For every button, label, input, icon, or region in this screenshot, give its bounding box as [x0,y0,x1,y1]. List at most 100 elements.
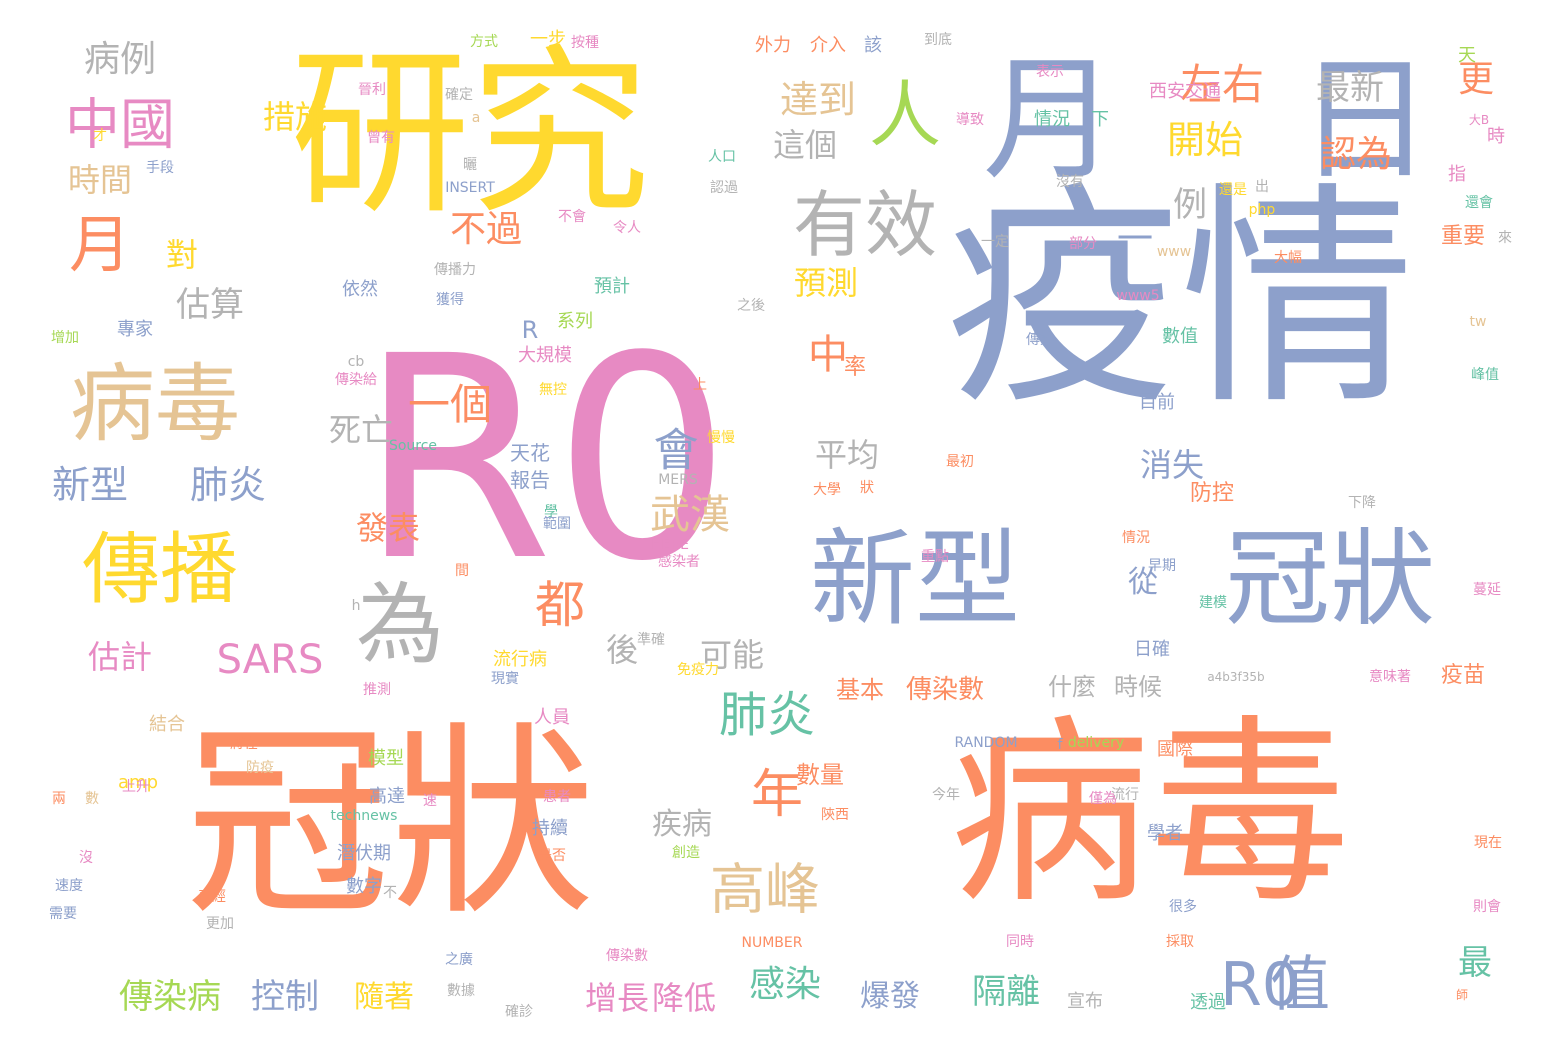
word: 國際 [1157,739,1193,760]
word: 後 [605,631,639,669]
word: 採取 [1166,934,1194,950]
word: 率 [843,355,867,380]
word: 為 [355,573,445,676]
word: 才 [93,128,107,144]
word: 情況 [1122,530,1150,546]
word: 結合 [149,714,185,735]
word: 都 [535,576,585,634]
word: 病毒 [69,355,241,455]
word: 時間 [67,161,133,199]
word: 按種 [571,35,599,51]
word: R0 [358,297,732,623]
word: 新型 [51,463,129,507]
word: 新型 [809,518,1021,641]
word: 很多 [1169,899,1197,915]
word: 增加 [51,330,79,346]
word: 傳染 [1026,332,1054,348]
word: 外力 [755,35,791,56]
word: 疫情 [945,163,1415,437]
word: 早期 [1148,558,1176,574]
word: 上升 [122,779,150,795]
word: 速度 [55,878,83,894]
word: 建模 [1199,595,1227,611]
word: 慢慢 [707,430,735,446]
word: 一 [1116,219,1154,260]
word: 間 [455,563,469,579]
word: 疾病 [652,807,712,842]
word: 高峰 [709,857,821,922]
word: 西安交通 [1149,81,1221,102]
word: 基本 [836,676,884,704]
word: R [521,316,539,344]
word: tw [1469,314,1487,330]
word: 透過 [1190,992,1226,1013]
word: www [1156,244,1192,260]
word: 學 [544,504,558,520]
word: 防疫 [246,760,274,776]
word: 例 [1173,185,1207,225]
word: 隔離 [972,972,1040,1012]
word: www5 [1116,288,1160,304]
word: 指 [1448,164,1466,185]
word: 現在 [1474,835,1502,851]
word: 免疫力 [677,662,719,678]
word: f [1057,737,1063,753]
word: 冠狀 [185,705,595,944]
word: 值 [1270,950,1330,1020]
word: 部分 [1069,236,1097,252]
word: 意味著 [1369,669,1411,685]
word: 會 [653,423,699,477]
word: 該 [864,35,882,56]
word: 還是 [1219,182,1247,198]
word: 疫苗 [1440,663,1486,688]
word: 陝西 [821,807,849,823]
word: cb [347,354,365,370]
word: 高達 [369,786,405,807]
word: 日 [1297,41,1433,199]
word: 天 [1458,45,1476,66]
word: 現實 [491,671,519,687]
word: 確定 [445,87,473,103]
word: 估算 [176,285,244,325]
word: 預測 [793,264,859,302]
word: 不過 [449,209,523,250]
word: 曬 [463,157,477,173]
word: 研究 [289,30,651,239]
word: 冠狀 [1224,518,1436,641]
word: 僅為 [1089,791,1117,807]
word: NUMBER [741,935,803,951]
word: 創造 [672,845,700,861]
word: 目前 [1139,392,1175,413]
word: 一定 [981,234,1009,250]
word: 需要 [49,906,77,922]
word: 來 [1498,230,1512,246]
word: 爆發 [860,979,920,1014]
word: 專家 [117,319,153,340]
word: amp [118,772,158,793]
word: 患者 [543,789,571,805]
word: 表示 [1036,64,1064,80]
word: 報告 [510,468,550,492]
word: 傳播 [81,525,239,615]
word: 年 [750,765,804,825]
word: Source [388,438,438,454]
word: 速 [423,793,437,809]
word: 可能 [699,636,765,674]
word: 有效 [792,183,938,267]
word: 狀 [860,480,874,496]
word: 肺炎 [189,463,267,507]
word: 大規模 [518,345,572,366]
word: 發表 [355,509,421,547]
word: 病毒 [949,698,1351,931]
word: 情況 [1034,109,1070,130]
word: 範圍 [543,516,571,532]
word: 傳染數 [905,675,985,705]
word: 一步 [530,29,566,50]
word: 傳染數 [606,948,648,964]
word: HERE [651,537,689,553]
word: 沒 [79,850,93,866]
word: technews [330,808,398,824]
word: 什麼 [1048,673,1096,701]
word: 潛伏期 [337,843,391,864]
word: R0 [1220,950,1300,1020]
